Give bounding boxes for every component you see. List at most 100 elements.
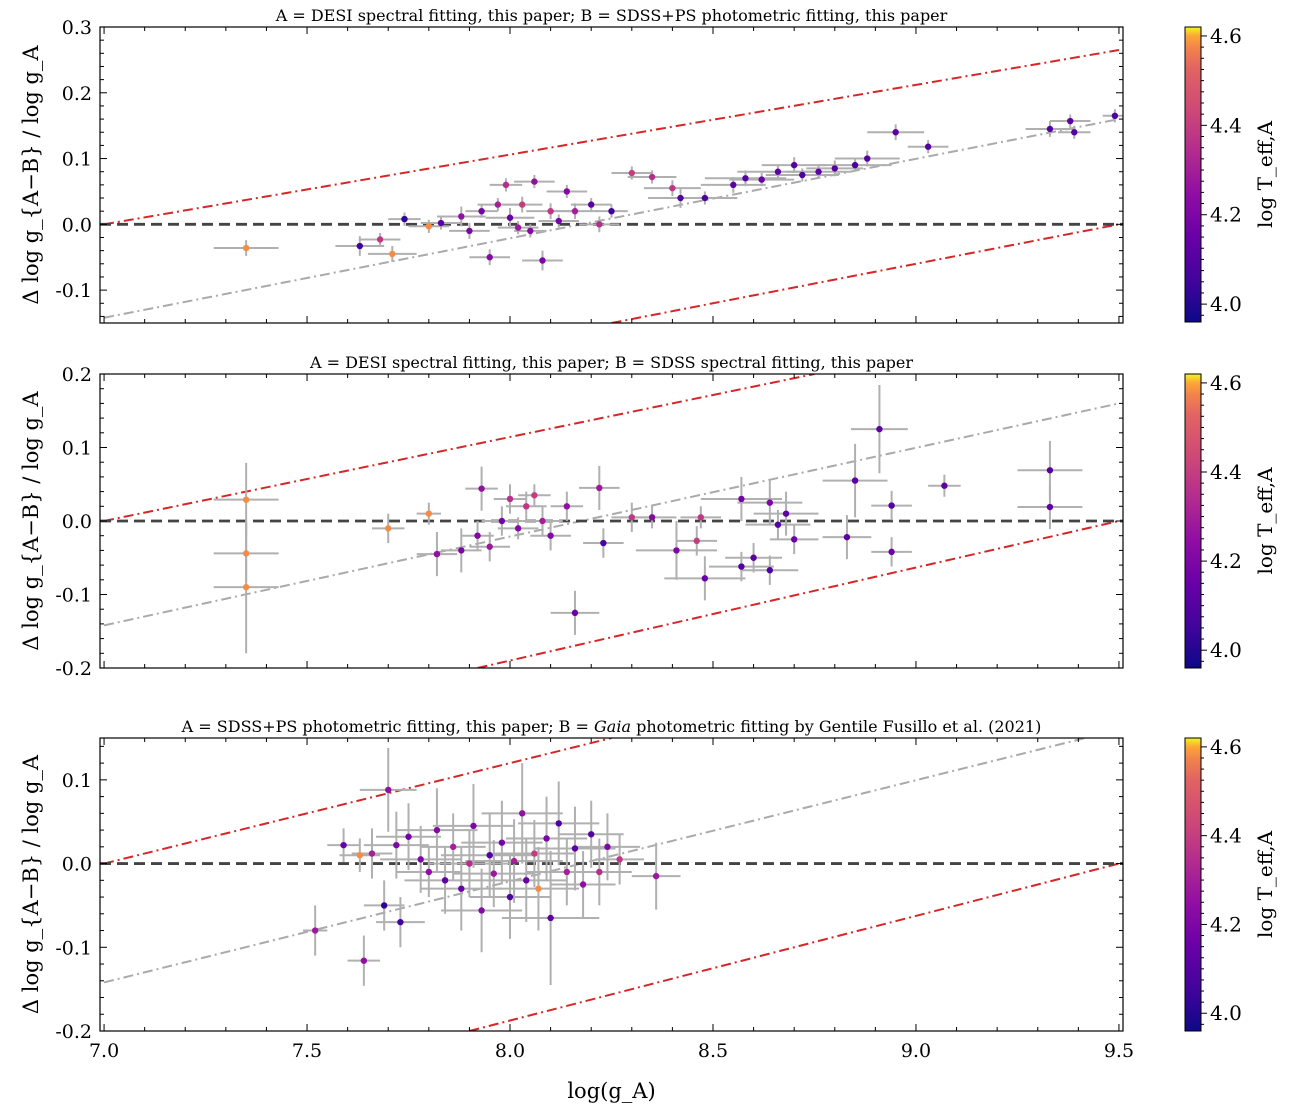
colorbar [1184, 737, 1202, 1032]
panel-title: A = DESI spectral fitting, this paper; B… [275, 6, 948, 25]
y-tick-label: -0.1 [55, 280, 92, 302]
data-point [563, 503, 571, 510]
x-tick-label: 7.5 [292, 1040, 322, 1062]
y-tick-label: 0.1 [62, 770, 92, 792]
x-tick-label: 9.0 [901, 1040, 931, 1062]
data-point [397, 918, 404, 926]
data-point [242, 583, 250, 591]
data-point [506, 495, 514, 503]
data-point [701, 194, 709, 202]
data-point [1046, 467, 1054, 474]
data-point [539, 257, 546, 264]
data-point [474, 532, 481, 539]
data-point [604, 843, 611, 851]
data-point [311, 927, 319, 934]
data-point [742, 175, 749, 182]
trend-line [103, 402, 1120, 627]
data-point [470, 822, 477, 830]
data-point [608, 207, 615, 215]
data-point [518, 810, 526, 817]
data-point [385, 786, 392, 794]
data-point [892, 129, 899, 136]
data-point [596, 221, 603, 228]
data-point [490, 870, 497, 877]
data-point [498, 839, 506, 846]
data-point [730, 181, 737, 189]
colorbar-label: log T_eff,A [1253, 830, 1277, 938]
data-point [774, 168, 782, 175]
data-point [1071, 129, 1078, 136]
data-point [876, 425, 883, 433]
data-point [547, 207, 554, 215]
x-tick-label: 8.5 [698, 1040, 728, 1062]
data-point [543, 835, 550, 842]
colorbar-tick-label: 4.2 [1210, 549, 1242, 573]
data-point [535, 885, 542, 892]
y-axis-label: Δ log g_{A−B} / log g_A [19, 391, 43, 651]
data-point [486, 543, 493, 550]
data-point [831, 165, 838, 172]
data-point [417, 856, 424, 863]
data-point [799, 171, 806, 179]
trend-line [103, 118, 1120, 319]
data-point [242, 244, 250, 252]
data-point [571, 845, 579, 852]
data-point [514, 224, 522, 231]
colorbar-tick-label: 4.4 [1210, 824, 1242, 848]
data-point [600, 539, 607, 547]
y-tick-label: 0.3 [62, 17, 92, 39]
data-point [425, 223, 433, 230]
colorbar-tick-label: 4.6 [1210, 735, 1242, 759]
data-point [555, 217, 562, 225]
data-point [523, 877, 530, 884]
y-tick-label: 0.1 [62, 149, 92, 171]
data-point [547, 914, 554, 922]
data-point [588, 831, 595, 838]
data-point [242, 550, 250, 557]
data-point [888, 548, 895, 556]
data-point [360, 957, 368, 964]
x-axis-label: log(g_A) [567, 1079, 655, 1103]
data-point [571, 207, 579, 215]
colorbar-label: log T_eff,A [1253, 467, 1277, 575]
data-point [433, 826, 441, 834]
x-tick-label: 7.0 [89, 1040, 119, 1062]
data-point [356, 852, 364, 859]
data-point [815, 168, 822, 175]
data-point [385, 525, 392, 532]
trend-line [103, 738, 1090, 984]
data-point [389, 250, 396, 258]
data-point [766, 567, 774, 574]
data-point [506, 893, 514, 901]
data-point [539, 517, 546, 525]
plot-area [100, 374, 1123, 668]
x-tick-label: 8.0 [495, 1040, 525, 1062]
data-point [563, 868, 571, 876]
y-tick-label: 0.2 [62, 83, 92, 105]
data-point [669, 184, 676, 192]
data-point [628, 169, 635, 177]
panel-1: A = DESI spectral fitting, this paper; B… [19, 6, 1277, 324]
data-point [531, 850, 538, 857]
x-tick-label: 9.5 [1104, 1040, 1134, 1062]
data-point [1111, 112, 1119, 120]
plot-area [100, 49, 1123, 323]
data-point [356, 242, 364, 250]
colorbar-tick-label: 4.0 [1210, 1001, 1242, 1025]
colorbar-tick-label: 4.2 [1210, 912, 1242, 936]
data-point [571, 609, 579, 617]
data-point [628, 514, 635, 521]
data-point [673, 547, 680, 554]
data-point [596, 484, 603, 492]
data-point [531, 492, 538, 499]
data-point [498, 517, 506, 525]
upper-bound-line [103, 738, 612, 865]
data-point [368, 850, 376, 857]
data-point [790, 161, 798, 169]
data-point [750, 554, 757, 561]
y-tick-label: 0.0 [62, 214, 92, 236]
data-point [433, 550, 441, 558]
data-point [677, 194, 684, 202]
y-axis-label: Δ log g_{A−B} / log g_A [19, 45, 43, 305]
